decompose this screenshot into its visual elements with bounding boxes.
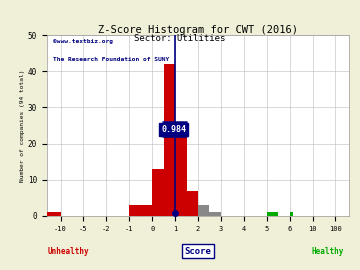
Bar [198,205,210,216]
Y-axis label: Number of companies (94 total): Number of companies (94 total) [20,69,25,182]
Bar [290,212,292,216]
Text: Unhealthy: Unhealthy [47,247,89,256]
Text: Sector: Utilities: Sector: Utilities [134,34,226,43]
Text: The Research Foundation of SUNY: The Research Foundation of SUNY [53,57,169,62]
Bar [210,212,221,216]
Text: Healthy: Healthy [312,247,344,256]
Bar [186,191,198,216]
Title: Z-Score Histogram for CWT (2016): Z-Score Histogram for CWT (2016) [98,25,298,35]
Text: 0.984: 0.984 [161,125,186,134]
Bar [164,64,175,216]
Text: ©www.textbiz.org: ©www.textbiz.org [53,39,113,44]
Text: Score: Score [185,247,211,256]
Bar [38,212,60,216]
Bar [129,205,152,216]
Bar [152,169,164,216]
Bar [267,212,278,216]
Bar [175,133,186,216]
